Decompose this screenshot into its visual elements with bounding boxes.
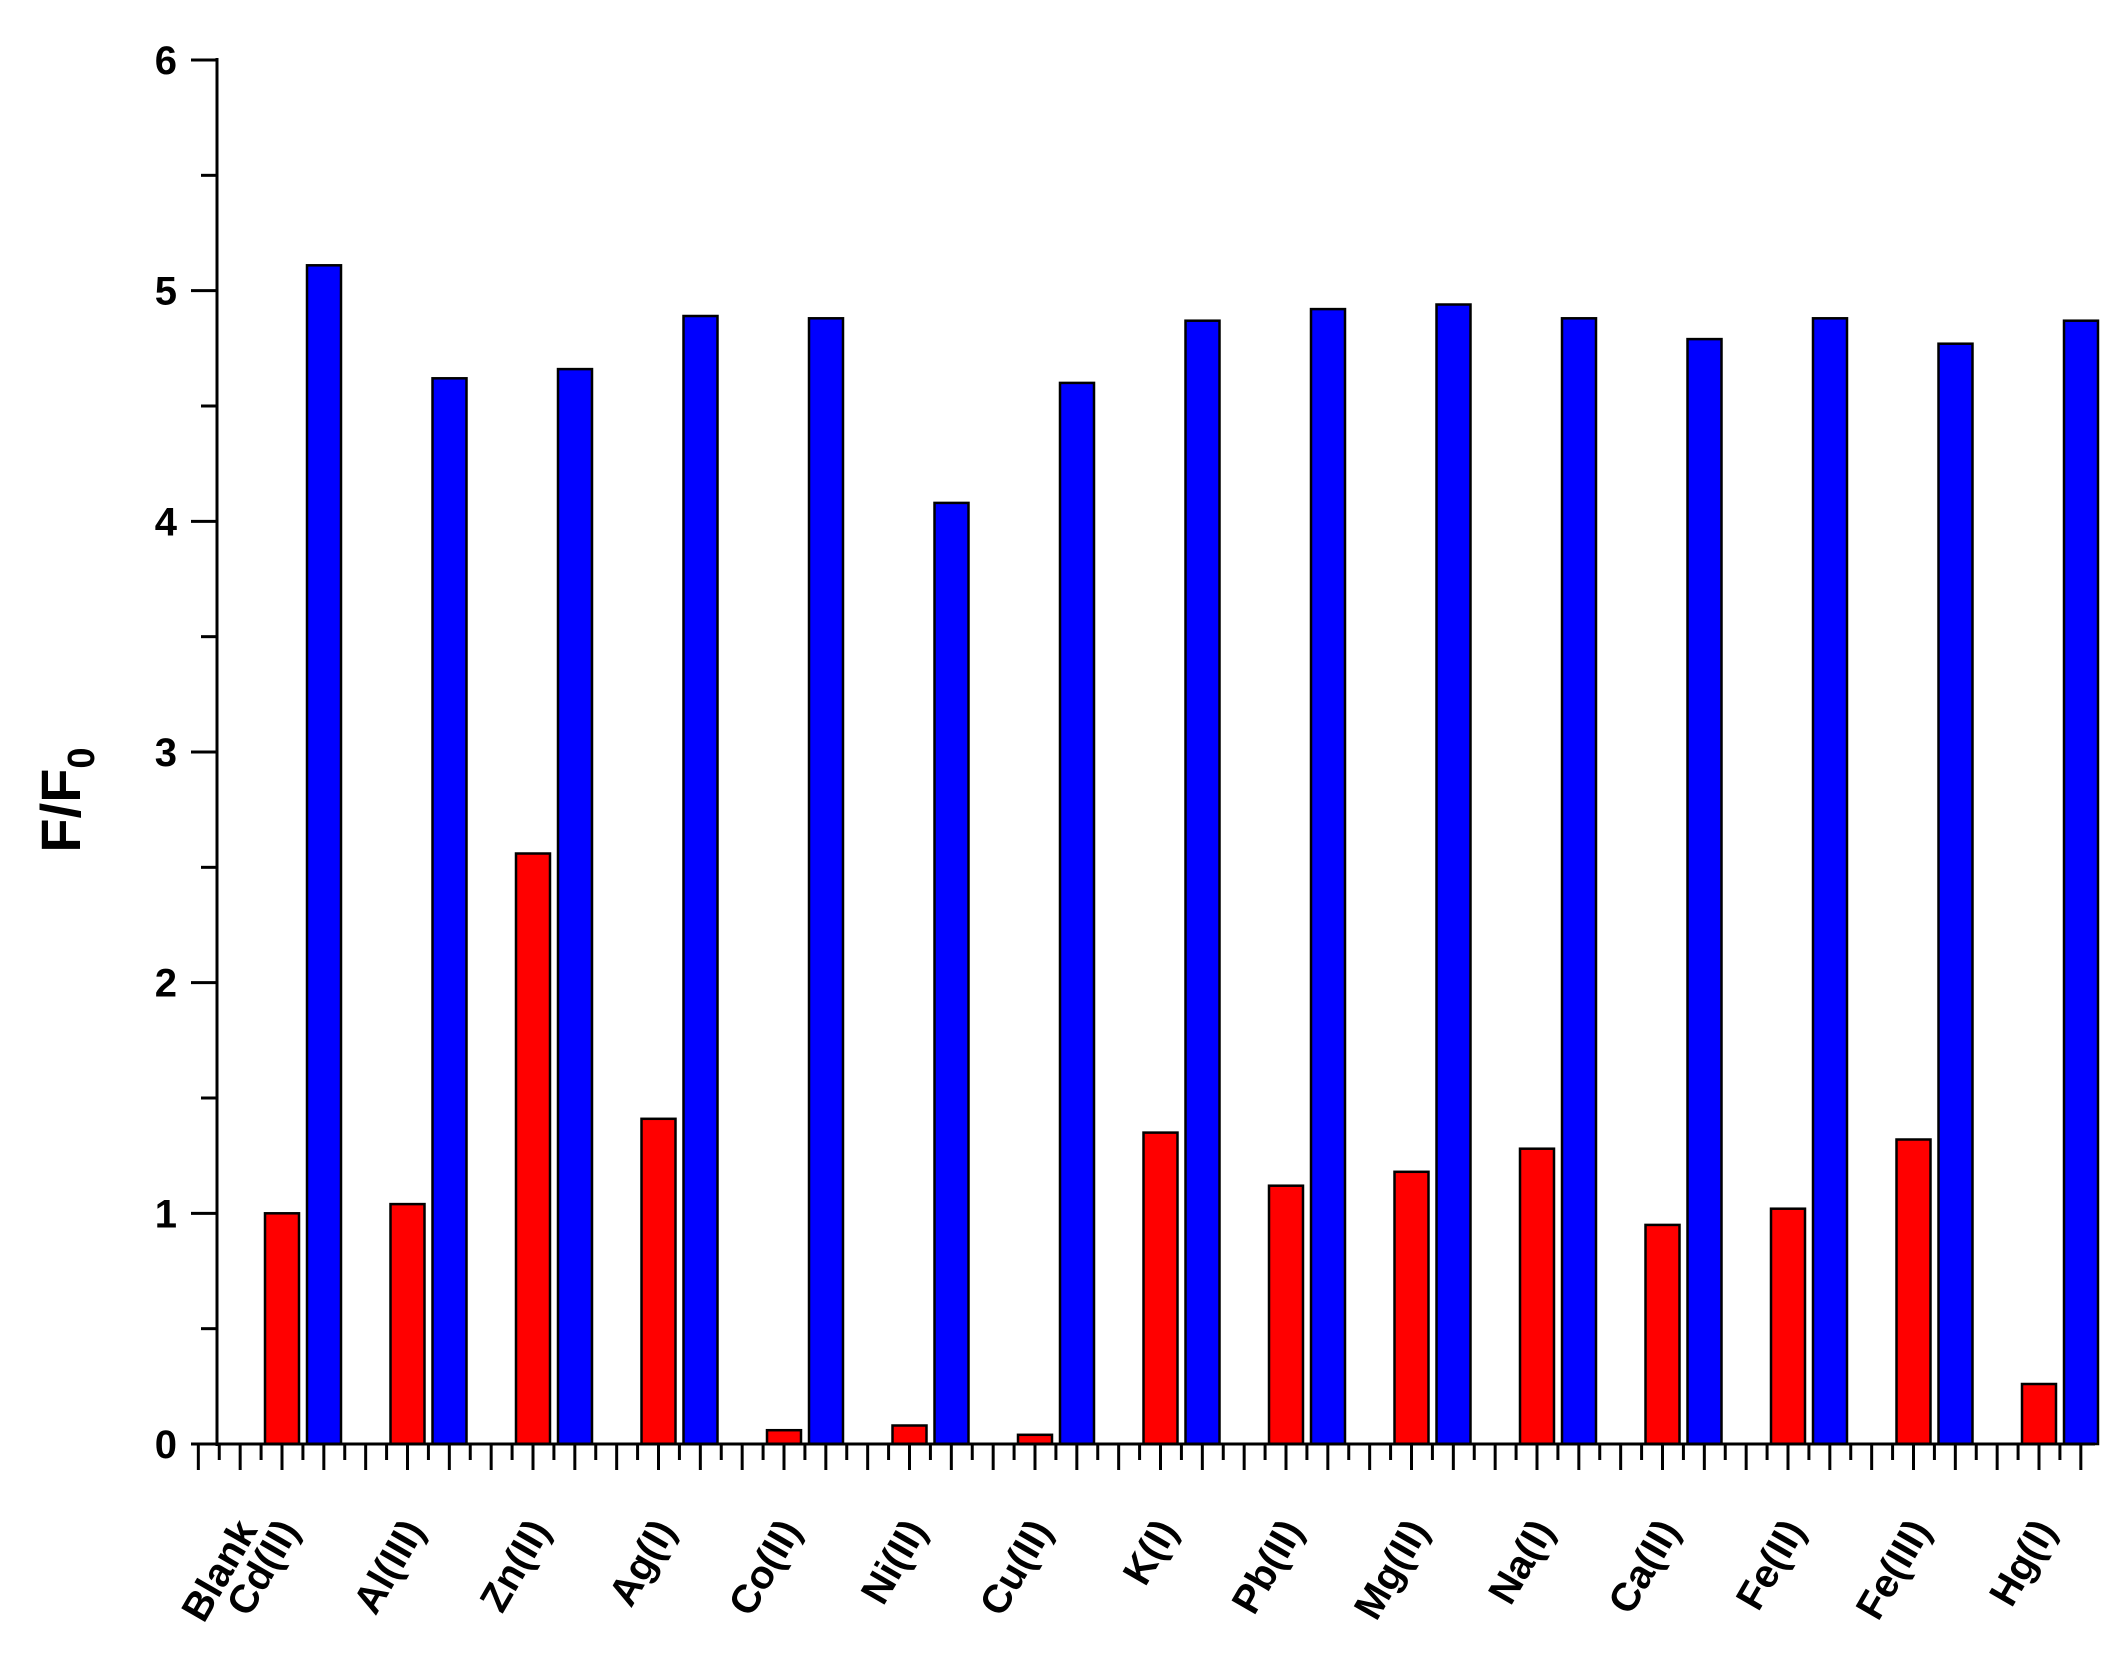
x-category-label: Ca(II) (1600, 1513, 1688, 1622)
bar-blue-6 (1058, 381, 1096, 1446)
bar-red-3 (640, 1117, 677, 1446)
bar-red-9 (1393, 1170, 1430, 1446)
x-category-label: Ag(I) (601, 1513, 685, 1614)
bar-blue-9 (1435, 303, 1472, 1446)
bar-red-2 (514, 852, 552, 1446)
y-tick-label: 5 (155, 270, 177, 314)
axes-layer (191, 58, 2095, 1470)
bar-blue-0 (305, 264, 343, 1446)
x-category-label: Hg(I) (1981, 1513, 2065, 1614)
y-tick-label: 4 (155, 500, 178, 544)
bar-blue-14 (2062, 319, 2100, 1446)
y-tick-label: 6 (155, 39, 177, 83)
bar-blue-3 (682, 314, 719, 1446)
y-axis-title: F/F0 (29, 747, 103, 852)
bar-red-5 (891, 1424, 928, 1446)
bars-layer (263, 264, 2100, 1446)
bar-blue-10 (1560, 317, 1598, 1446)
bar-blue-4 (807, 317, 845, 1446)
bar-red-0 (263, 1212, 301, 1446)
bar-red-10 (1518, 1147, 1556, 1446)
x-category-label: Al(III) (345, 1513, 433, 1622)
x-category-label: Mg(II) (1346, 1513, 1437, 1627)
x-category-label: K(I) (1115, 1513, 1186, 1593)
x-category-label: Pb(II) (1224, 1513, 1312, 1622)
x-category-label: Na(I) (1480, 1513, 1563, 1612)
x-category-label: Ni(II) (853, 1513, 936, 1612)
x-category-label: Fe(II) (1728, 1513, 1814, 1618)
bar-blue-12 (1811, 317, 1849, 1446)
x-category-label: Cu(II) (972, 1513, 1061, 1623)
bar-blue-13 (1937, 342, 1974, 1446)
bar-red-1 (389, 1202, 426, 1446)
bar-blue-7 (1184, 319, 1221, 1446)
x-category-label: Zn(II) (472, 1513, 559, 1620)
bar-blue-1 (431, 377, 468, 1446)
y-tick-label: 0 (155, 1423, 177, 1467)
bar-blue-11 (1686, 337, 1723, 1446)
y-tick-label: 3 (155, 731, 177, 775)
bar-red-14 (2020, 1382, 2058, 1446)
bar-blue-5 (933, 501, 970, 1446)
y-tick-label: 2 (155, 962, 177, 1006)
x-category-label: Fe(III) (1848, 1513, 1939, 1627)
bar-blue-8 (1309, 307, 1347, 1446)
bar-red-7 (1142, 1131, 1179, 1446)
y-tick-label: 1 (155, 1192, 177, 1236)
bar-red-8 (1267, 1184, 1305, 1446)
bar-red-4 (765, 1428, 803, 1446)
bar-blue-2 (556, 367, 594, 1446)
bar-red-12 (1769, 1207, 1807, 1446)
bar-red-11 (1644, 1223, 1681, 1446)
bar-red-13 (1895, 1138, 1932, 1446)
x-category-label: Co(II) (721, 1513, 810, 1623)
